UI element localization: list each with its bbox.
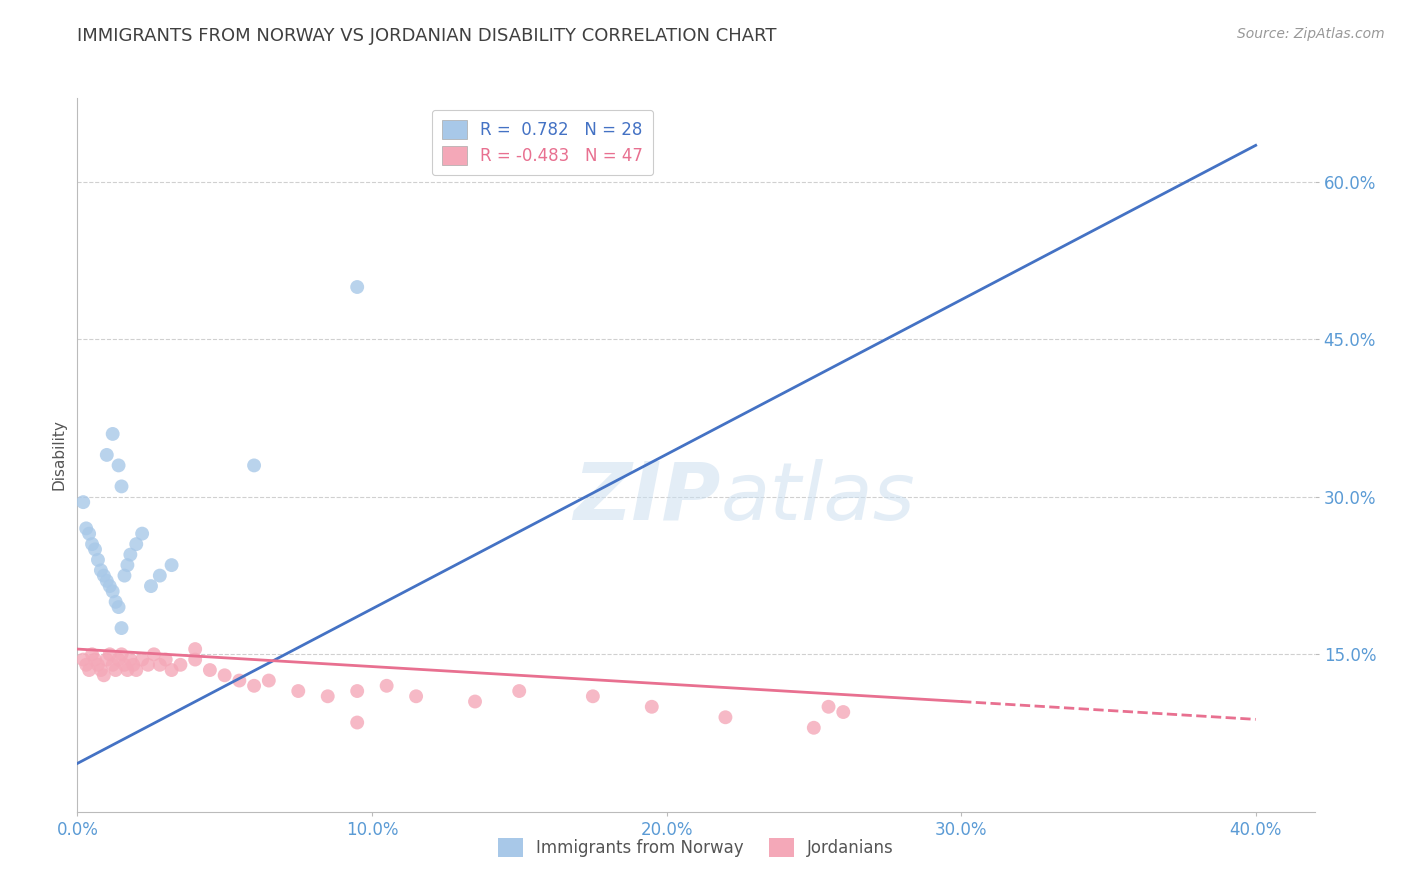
Point bbox=[96, 574, 118, 588]
Point bbox=[98, 648, 121, 662]
Point bbox=[582, 690, 605, 704]
Point bbox=[160, 663, 183, 677]
Text: atlas: atlas bbox=[721, 458, 915, 537]
Point bbox=[832, 705, 855, 719]
Point bbox=[120, 548, 142, 562]
Legend: Immigrants from Norway, Jordanians: Immigrants from Norway, Jordanians bbox=[491, 831, 901, 864]
Point bbox=[125, 663, 148, 677]
Point bbox=[160, 558, 183, 573]
Point bbox=[98, 579, 121, 593]
Point bbox=[101, 657, 124, 672]
Point bbox=[93, 668, 115, 682]
Point bbox=[107, 652, 129, 666]
Point bbox=[87, 553, 110, 567]
Point bbox=[139, 579, 162, 593]
Point bbox=[641, 699, 664, 714]
Point bbox=[142, 648, 165, 662]
Point bbox=[184, 642, 207, 657]
Point bbox=[96, 448, 118, 462]
Point bbox=[72, 652, 94, 666]
Point bbox=[117, 558, 139, 573]
Point bbox=[169, 657, 191, 672]
Point bbox=[346, 280, 368, 294]
Point bbox=[803, 721, 825, 735]
Point bbox=[346, 715, 368, 730]
Point bbox=[257, 673, 280, 688]
Point bbox=[75, 521, 97, 535]
Point bbox=[316, 690, 339, 704]
Point bbox=[122, 657, 145, 672]
Point bbox=[184, 652, 207, 666]
Point bbox=[75, 657, 97, 672]
Point bbox=[136, 657, 159, 672]
Point bbox=[90, 563, 112, 577]
Point bbox=[72, 495, 94, 509]
Point bbox=[243, 679, 266, 693]
Point bbox=[214, 668, 236, 682]
Point bbox=[375, 679, 398, 693]
Point bbox=[110, 479, 132, 493]
Point bbox=[93, 568, 115, 582]
Point bbox=[114, 568, 136, 582]
Point bbox=[405, 690, 427, 704]
Point bbox=[96, 652, 118, 666]
Point bbox=[107, 458, 129, 473]
Text: IMMIGRANTS FROM NORWAY VS JORDANIAN DISABILITY CORRELATION CHART: IMMIGRANTS FROM NORWAY VS JORDANIAN DISA… bbox=[77, 27, 778, 45]
Point bbox=[149, 657, 172, 672]
Point bbox=[120, 652, 142, 666]
Point bbox=[104, 663, 127, 677]
Point bbox=[80, 648, 103, 662]
Point bbox=[198, 663, 221, 677]
Point bbox=[107, 600, 129, 615]
Point bbox=[104, 595, 127, 609]
Point bbox=[149, 568, 172, 582]
Point bbox=[125, 537, 148, 551]
Point bbox=[131, 526, 153, 541]
Point bbox=[77, 526, 100, 541]
Point bbox=[101, 426, 124, 441]
Point bbox=[80, 537, 103, 551]
Point bbox=[346, 684, 368, 698]
Point bbox=[110, 621, 132, 635]
Point bbox=[84, 542, 107, 557]
Point bbox=[243, 458, 266, 473]
Point bbox=[101, 584, 124, 599]
Point bbox=[287, 684, 309, 698]
Point bbox=[110, 648, 132, 662]
Point bbox=[87, 657, 110, 672]
Point bbox=[77, 663, 100, 677]
Point bbox=[84, 652, 107, 666]
Text: Source: ZipAtlas.com: Source: ZipAtlas.com bbox=[1237, 27, 1385, 41]
Point bbox=[155, 652, 177, 666]
Point bbox=[817, 699, 839, 714]
Point bbox=[714, 710, 737, 724]
Point bbox=[90, 663, 112, 677]
Point bbox=[131, 652, 153, 666]
Point bbox=[508, 684, 530, 698]
Y-axis label: Disability: Disability bbox=[51, 419, 66, 491]
Point bbox=[228, 673, 250, 688]
Point bbox=[464, 694, 486, 708]
Point bbox=[114, 657, 136, 672]
Point bbox=[117, 663, 139, 677]
Text: ZIP: ZIP bbox=[574, 458, 721, 537]
